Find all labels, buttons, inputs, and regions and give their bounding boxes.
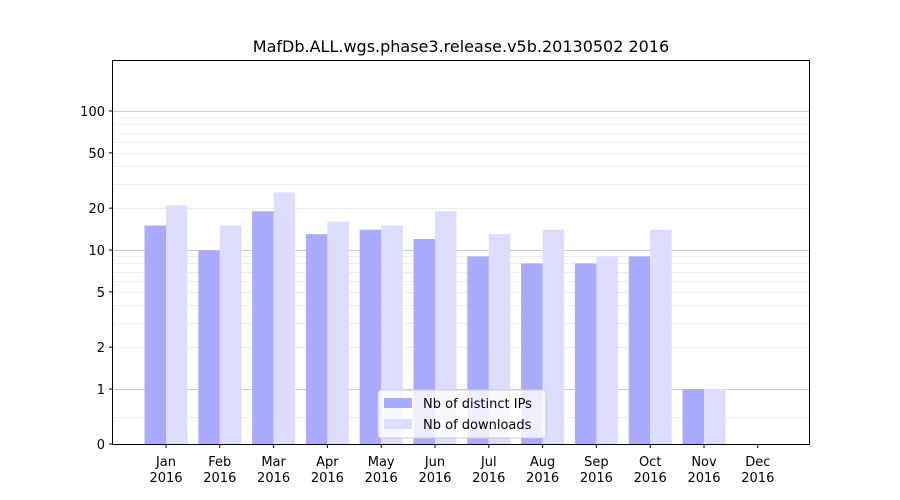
legend-label: Nb of distinct IPs [423,397,532,412]
bar-downloads [435,211,457,444]
x-tick-label: 2016 [741,471,774,486]
bar-downloads [219,225,242,444]
legend-swatch [384,419,412,429]
bar-downloads [381,225,403,444]
bars [144,192,726,444]
y-tick-label: 50 [88,147,105,162]
x-tick-label: Oct [639,455,661,470]
plot-frame [112,60,810,445]
x-tick-label: Feb [208,455,231,470]
y-tick-label: 20 [88,202,105,217]
bar-downloads [166,205,188,444]
y-axis-ticks: 0 1 2 5 10 20 50 100 [80,105,113,453]
legend: Nb of distinct IPs Nb of downloads [377,389,547,439]
bar-distinct-ips [305,234,328,444]
bar-distinct-ips [682,389,704,444]
x-tick-label: 2016 [257,471,290,486]
x-tick-label: Jun [424,455,445,470]
y-tick-label: 10 [88,244,105,259]
bar-downloads [650,229,672,444]
y-tick-label: 5 [97,286,105,301]
bar-downloads [273,192,296,444]
y-tick-label: 1 [97,383,105,398]
bar-distinct-ips [628,256,651,444]
bar-downloads [704,389,726,444]
x-tick-label: 2016 [634,471,667,486]
x-tick-label: Jul [480,455,497,470]
x-tick-label: 2016 [365,471,398,486]
x-tick-label: Dec [745,455,770,470]
y-tick-label: 100 [80,105,105,120]
x-tick-label: 2016 [149,471,182,486]
bar-distinct-ips [144,225,166,444]
bar-downloads [542,229,565,444]
x-tick-label: 2016 [580,471,613,486]
x-tick-label: Aug [530,455,555,470]
bar-distinct-ips [359,229,382,444]
x-tick-label: 2016 [687,471,720,486]
bar-distinct-ips [252,211,274,444]
bar-distinct-ips [198,250,220,444]
x-axis-ticks: Jan2016Feb2016Mar2016Apr2016May2016Jun20… [149,444,774,486]
x-tick-label: 2016 [311,471,344,486]
legend-box [377,389,547,439]
x-tick-label: Apr [316,455,339,470]
bar-downloads [596,256,618,444]
x-tick-label: Nov [691,455,717,470]
y-tick-label: 2 [97,341,105,356]
bar-downloads [327,221,349,444]
legend-label: Nb of downloads [423,418,532,433]
x-tick-label: Mar [261,455,286,470]
x-tick-label: 2016 [418,471,451,486]
x-tick-label: 2016 [526,471,559,486]
y-tick-label: 0 [97,438,105,453]
x-tick-label: Sep [584,455,609,470]
x-tick-label: 2016 [203,471,236,486]
x-tick-label: May [368,455,395,470]
legend-swatch [384,398,412,408]
x-tick-label: 2016 [472,471,505,486]
chart-title: MafDb.ALL.wgs.phase3.release.v5b.2013050… [253,37,669,56]
x-tick-label: Jan [155,455,176,470]
bar-distinct-ips [574,263,597,444]
